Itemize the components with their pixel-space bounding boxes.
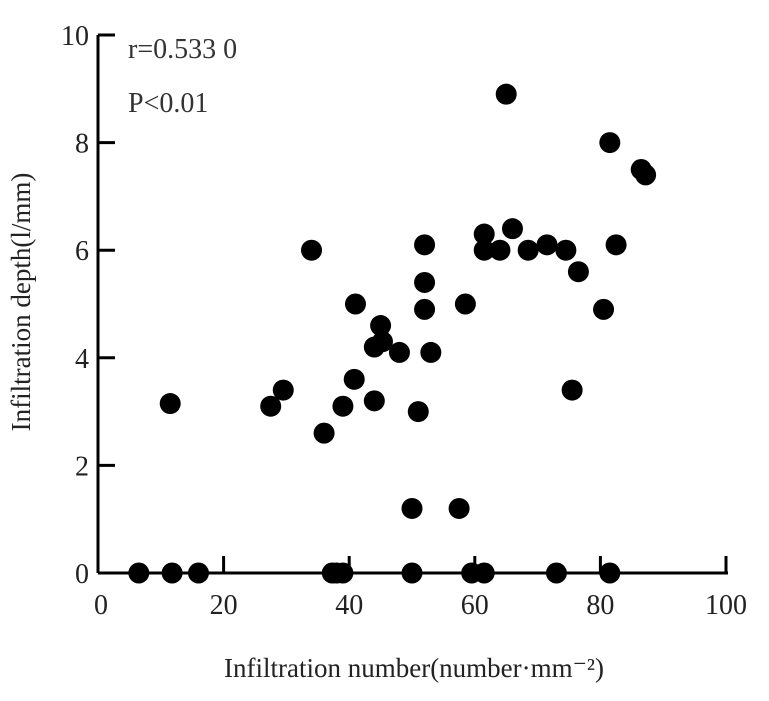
data-point — [401, 562, 423, 584]
data-point — [414, 298, 436, 320]
data-point — [599, 132, 621, 154]
data-point — [605, 234, 627, 256]
data-point — [567, 261, 589, 283]
x-axis-title: Infiltration number(number·mm⁻²) — [224, 653, 604, 683]
data-point — [561, 379, 583, 401]
y-tick-label: 2 — [75, 451, 89, 482]
x-tick-label: 100 — [705, 590, 747, 621]
data-point — [635, 164, 657, 186]
data-point — [489, 239, 511, 261]
annotation-r: r=0.533 0 — [128, 34, 237, 65]
data-point — [401, 497, 423, 519]
data-point — [545, 562, 567, 584]
data-points — [128, 83, 657, 584]
data-point — [260, 395, 282, 417]
data-point — [473, 239, 495, 261]
data-point — [448, 497, 470, 519]
y-tick-label: 4 — [75, 344, 89, 375]
data-point — [414, 234, 436, 256]
data-point — [344, 293, 366, 315]
annotation-p: P<0.01 — [128, 88, 208, 119]
x-tick-label: 80 — [586, 590, 614, 621]
data-point — [313, 422, 335, 444]
data-point — [301, 239, 323, 261]
data-point — [473, 562, 495, 584]
data-point — [517, 239, 539, 261]
x-tick-label: 20 — [210, 590, 238, 621]
data-point — [555, 239, 577, 261]
data-point — [599, 562, 621, 584]
y-tick-label: 8 — [75, 129, 89, 160]
data-point — [371, 331, 393, 353]
data-point — [363, 390, 385, 412]
y-tick-label: 0 — [75, 559, 89, 590]
data-point — [473, 223, 495, 245]
data-point — [128, 562, 150, 584]
data-point — [332, 395, 354, 417]
data-point — [332, 562, 354, 584]
y-tick-label: 10 — [61, 21, 89, 52]
y-axis-title: Infiltration depth(l/mm) — [6, 173, 36, 432]
data-point — [414, 271, 436, 293]
data-point — [454, 293, 476, 315]
data-point — [495, 83, 517, 105]
data-point — [272, 379, 294, 401]
data-point — [159, 393, 181, 415]
x-tick-label: 60 — [461, 590, 489, 621]
data-point — [407, 401, 429, 423]
x-ticks: 0 20 40 60 80 100 — [94, 556, 747, 621]
data-point — [161, 562, 183, 584]
y-ticks: 0 2 4 6 8 10 — [61, 21, 115, 590]
data-point — [343, 368, 365, 390]
x-tick-label: 40 — [335, 590, 363, 621]
data-point — [501, 218, 523, 240]
x-tick-label: 0 — [94, 590, 108, 621]
data-point — [420, 341, 442, 363]
data-point — [388, 341, 410, 363]
data-point — [370, 315, 392, 337]
y-tick-label: 6 — [75, 236, 89, 267]
data-point — [593, 298, 615, 320]
data-point — [187, 562, 209, 584]
data-point — [536, 234, 558, 256]
